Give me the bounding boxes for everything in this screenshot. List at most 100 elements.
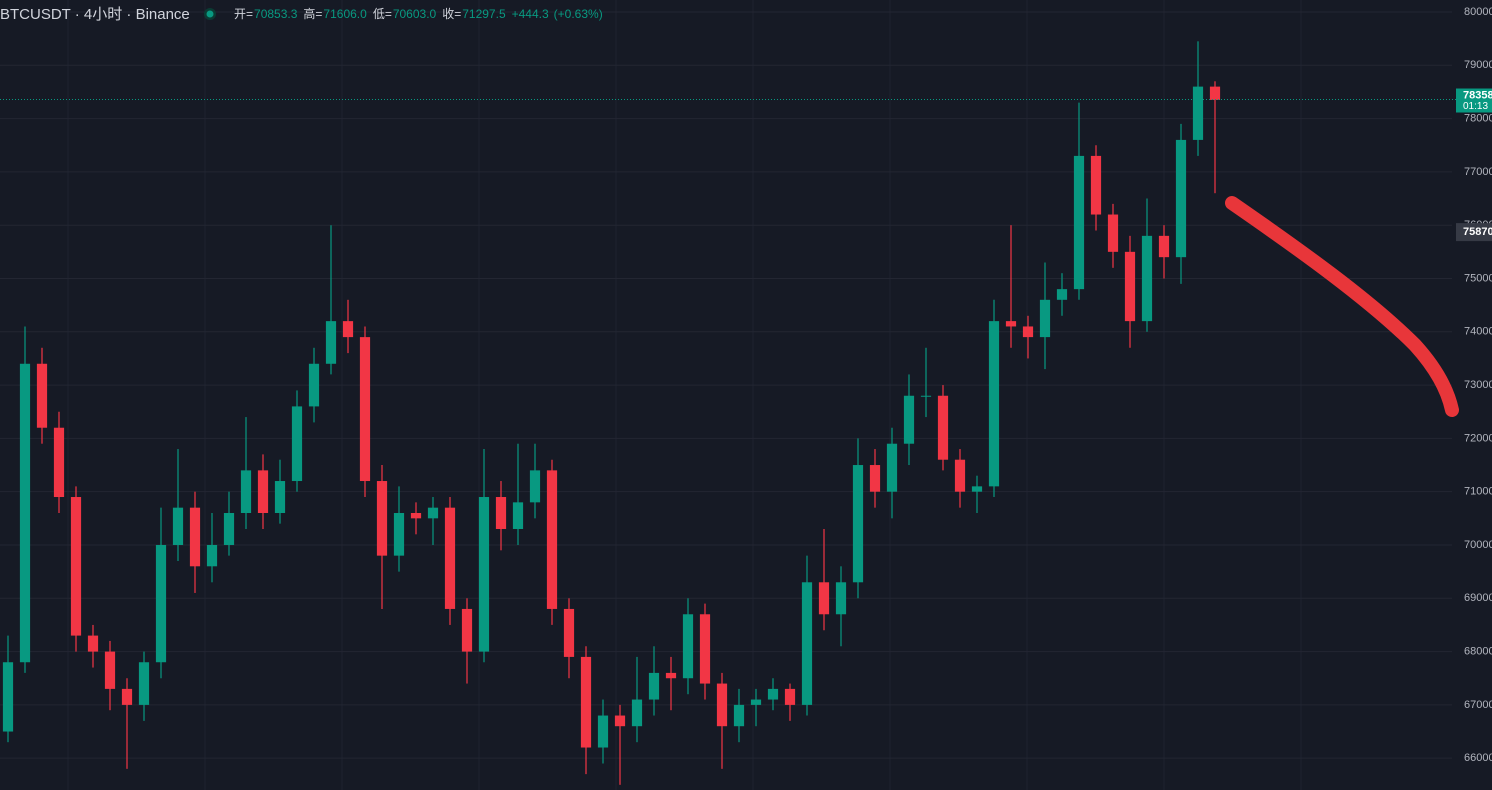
candle-body bbox=[70, 497, 82, 636]
candle-body bbox=[1056, 289, 1068, 300]
candle-body bbox=[682, 614, 694, 679]
change-percent: (+0.63%) bbox=[554, 7, 603, 21]
candle-body bbox=[937, 395, 949, 460]
candle-body bbox=[1107, 214, 1119, 252]
y-tick-label: 80000 bbox=[1464, 6, 1492, 18]
candle-body bbox=[750, 699, 762, 705]
candle-body bbox=[546, 470, 558, 609]
header: BTCUSDT · 4小时 · Binance 开= 70853.3 高= 71606… bbox=[0, 6, 603, 23]
candle-body bbox=[155, 544, 167, 663]
candle-body bbox=[359, 337, 371, 482]
candle-body bbox=[818, 582, 830, 615]
candle-body bbox=[784, 688, 796, 705]
candle-body bbox=[665, 672, 677, 679]
candle-body bbox=[36, 363, 48, 428]
candle-body bbox=[580, 656, 592, 748]
candle-body bbox=[240, 470, 252, 514]
candle-body bbox=[886, 443, 898, 492]
candle-body bbox=[478, 497, 490, 652]
candle-body bbox=[444, 507, 456, 609]
candle-body bbox=[87, 635, 99, 652]
candle-body bbox=[393, 513, 405, 556]
legend-label: 收= bbox=[442, 7, 461, 21]
candle-body bbox=[988, 321, 1000, 487]
candle-body bbox=[172, 507, 184, 545]
legend-value: 70603.0 bbox=[393, 7, 437, 21]
y-tick-label: 78000 bbox=[1464, 112, 1492, 124]
candle-body bbox=[121, 688, 133, 705]
y-tick-label: 66000 bbox=[1464, 752, 1492, 764]
candle-body bbox=[342, 321, 354, 338]
candle-body bbox=[852, 465, 864, 583]
candle-body bbox=[2, 662, 14, 732]
y-tick-label: 71000 bbox=[1464, 486, 1492, 498]
candle-body bbox=[189, 507, 201, 567]
candle-body bbox=[308, 363, 320, 407]
candle-body bbox=[1090, 155, 1102, 215]
candle-body bbox=[1073, 155, 1085, 290]
y-tick-label: 74000 bbox=[1464, 326, 1492, 338]
candle-body bbox=[954, 459, 966, 492]
candle-body bbox=[801, 582, 813, 705]
candle-body bbox=[1192, 86, 1204, 140]
y-tick-label: 79000 bbox=[1464, 59, 1492, 71]
candle-body bbox=[903, 395, 915, 444]
candle-body bbox=[512, 502, 524, 529]
legend-label: 高= bbox=[303, 6, 322, 21]
candle-body bbox=[614, 715, 626, 727]
candle-body bbox=[1039, 299, 1051, 338]
legend-value: 71606.0 bbox=[323, 7, 367, 21]
y-tick-label: 69000 bbox=[1464, 592, 1492, 604]
candle-body bbox=[427, 507, 439, 519]
candle-body bbox=[1158, 235, 1170, 258]
last-price-label: 78358 bbox=[1463, 89, 1492, 101]
candle-body bbox=[1141, 235, 1153, 322]
candle-body bbox=[495, 497, 507, 529]
drawn-arrow bbox=[1225, 196, 1459, 417]
candle-body bbox=[648, 672, 660, 700]
candle-body bbox=[274, 481, 286, 514]
candle-body bbox=[1209, 86, 1221, 100]
candle-body bbox=[631, 699, 643, 727]
candle-body bbox=[53, 427, 65, 498]
candle-body bbox=[597, 715, 609, 748]
candle-body bbox=[410, 513, 422, 519]
candle-body bbox=[971, 486, 983, 492]
candle-body bbox=[869, 465, 881, 492]
candle-body bbox=[563, 608, 575, 657]
legend-label: 开= bbox=[234, 7, 253, 21]
candle-body bbox=[1124, 251, 1136, 322]
candle-body bbox=[206, 544, 218, 567]
y-tick-label: 70000 bbox=[1464, 539, 1492, 551]
marker-price-label: 75870 bbox=[1463, 226, 1492, 238]
marker-price-tag bbox=[1456, 223, 1492, 242]
last-price-tag bbox=[1456, 88, 1492, 113]
candle-body bbox=[257, 470, 269, 514]
y-tick-label: 68000 bbox=[1464, 645, 1492, 657]
candle-body bbox=[376, 481, 388, 556]
y-tick-label: 73000 bbox=[1464, 379, 1492, 391]
price-axis: 66000 67000 68000 69000 70000 71000 72000 73000… bbox=[0, 6, 1492, 764]
candle-body bbox=[733, 704, 745, 727]
candle-body bbox=[138, 662, 150, 705]
candle-body bbox=[325, 321, 337, 364]
candle-body bbox=[104, 651, 116, 689]
candle-body bbox=[19, 363, 31, 663]
candle-body bbox=[1022, 326, 1034, 338]
candle-body bbox=[716, 683, 728, 727]
candle-body bbox=[767, 688, 779, 700]
change: +444.3 bbox=[512, 7, 549, 21]
candle-body bbox=[529, 470, 541, 503]
candle-body bbox=[461, 608, 473, 652]
y-tick-label: 77000 bbox=[1464, 166, 1492, 178]
candle-body bbox=[1005, 321, 1017, 327]
candle-body bbox=[920, 395, 932, 397]
countdown-label: 01:13 bbox=[1463, 101, 1488, 112]
candle-body bbox=[699, 614, 711, 684]
candle-body bbox=[291, 406, 303, 482]
y-tick-label: 75000 bbox=[1464, 272, 1492, 284]
candle-body bbox=[1175, 139, 1187, 258]
